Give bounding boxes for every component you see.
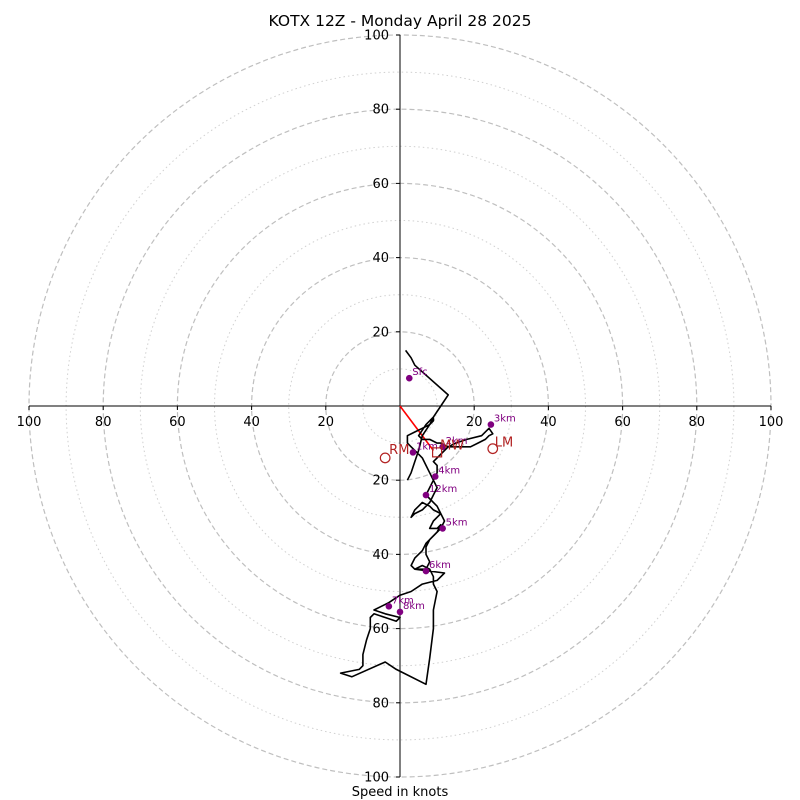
height-marker-dot xyxy=(396,608,404,616)
y-tick-label: 40 xyxy=(372,251,389,266)
shear-vector-line xyxy=(399,405,435,451)
lm-marker xyxy=(487,443,499,455)
height-marker-label: 2km xyxy=(446,436,468,447)
x-tick-label: 40 xyxy=(540,415,557,430)
height-marker-dot xyxy=(385,603,393,610)
mw-label: MW xyxy=(440,438,464,453)
x-tick-label: 60 xyxy=(614,415,631,430)
x-tick-label: 60 xyxy=(169,415,186,430)
height-marker-label: 4km xyxy=(438,465,460,476)
height-marker-label: Sfc xyxy=(412,367,427,378)
y-tick-label: 60 xyxy=(372,177,389,192)
height-marker-label: 5km xyxy=(446,517,468,528)
height-marker-label: 8km xyxy=(403,601,425,612)
height-marker-dot xyxy=(422,567,430,575)
shear-vector xyxy=(399,405,435,451)
rm-marker xyxy=(379,452,391,464)
x-axis-label: Speed in knots xyxy=(352,785,449,800)
x-tick-label: 80 xyxy=(689,415,706,430)
x-tick-label: 20 xyxy=(318,415,335,430)
x-tick-label: 20 xyxy=(466,415,483,430)
y-tick-label: 20 xyxy=(372,325,389,340)
y-tick-label: 40 xyxy=(372,548,389,563)
height-marker-label: 6km xyxy=(429,560,451,571)
hodograph-line xyxy=(339,349,494,686)
storm-motion-markers: RM LM MW xyxy=(379,436,513,464)
height-marker-label: 3km xyxy=(494,414,516,425)
lm-label: LM xyxy=(495,436,513,451)
x-tick-label: 80 xyxy=(95,415,112,430)
height-marker-dot xyxy=(439,525,446,532)
rm-label: RM xyxy=(389,443,409,458)
x-tick-label: 40 xyxy=(243,415,260,430)
y-tick-label: 20 xyxy=(372,474,389,489)
y-tick-label: 80 xyxy=(372,696,389,711)
height-marker-label: 12km xyxy=(429,484,457,495)
chart-title: KOTX 12Z - Monday April 28 2025 xyxy=(269,12,532,30)
height-marker-dot xyxy=(431,473,439,480)
height-marker-dot xyxy=(409,449,417,456)
hodograph-trace xyxy=(339,349,494,686)
height-marker-dot xyxy=(487,421,495,428)
y-tick-label: 60 xyxy=(372,622,389,637)
x-tick-label: 100 xyxy=(17,415,42,430)
height-marker-dot xyxy=(405,374,413,382)
height-marker-label: 1km xyxy=(416,441,438,452)
y-tick-label: 100 xyxy=(364,771,389,786)
axis-ticks: 100 80 60 40 20 20 40 60 80 100 100 80 60 40 20 20 40 60 8… xyxy=(17,29,784,786)
height-marker-dot xyxy=(422,491,430,499)
x-tick-label: 100 xyxy=(759,415,784,430)
height-marker-label: 7km xyxy=(392,595,414,606)
y-tick-label: 100 xyxy=(364,29,389,44)
y-tick-label: 80 xyxy=(372,103,389,118)
mw-marker xyxy=(432,447,443,458)
